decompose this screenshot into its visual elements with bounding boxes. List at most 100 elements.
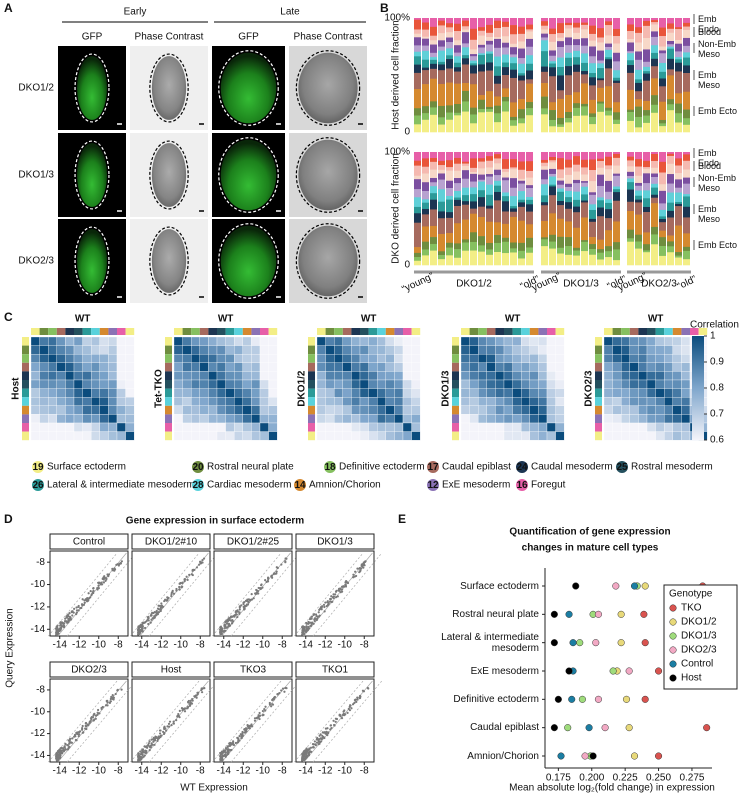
stacked-segment [422, 208, 429, 215]
x-tick-label: -8 [196, 640, 205, 651]
x-tick-label: -8 [278, 640, 287, 651]
heatmap-cell [478, 405, 487, 415]
stacked-segment [651, 187, 658, 196]
heatmap-cell [612, 345, 622, 355]
scatter-cloud [260, 583, 263, 586]
scatter-cloud [219, 752, 222, 755]
scatter-cloud [183, 578, 186, 581]
heatmap-cell [125, 371, 135, 381]
stacked-segment [589, 77, 596, 86]
heatmap-cell [377, 345, 386, 355]
heatmap-cell [546, 414, 556, 424]
stacked-segment [462, 204, 469, 220]
heatmap-cell [65, 336, 75, 346]
stacked-segment [549, 176, 556, 185]
scatter-cloud [155, 611, 158, 614]
heatmap-cell [394, 405, 404, 415]
lineage-label: Blood [698, 161, 722, 171]
stacked-segment [494, 96, 501, 106]
scatter-cloud [172, 592, 176, 595]
stacked-segment [486, 184, 493, 196]
stacked-segment [643, 61, 650, 68]
stacked-segment [597, 63, 604, 69]
heatmap-cell [242, 371, 252, 381]
scatter-cloud [159, 734, 162, 737]
heatmap-cell [82, 345, 92, 355]
heatmap-cell [334, 405, 343, 415]
scatter-cloud [111, 694, 114, 697]
stacked-segment [494, 235, 501, 244]
heatmap-cell [681, 345, 691, 355]
cell-type-strip [165, 345, 172, 355]
scatter-cloud [184, 707, 187, 710]
stacked-segment [446, 160, 453, 168]
heatmap-cell [495, 336, 505, 346]
stacked-segment [494, 169, 501, 176]
stacked-segment [635, 91, 642, 100]
scatter-cloud [188, 573, 191, 576]
stacked-segment [643, 25, 650, 39]
heatmap-cell [555, 379, 565, 389]
heatmap-cell [555, 345, 565, 355]
lineage-label: Non-Emb Meso [698, 39, 737, 59]
heatmap-cell [56, 379, 66, 389]
scatter-cloud [234, 741, 237, 745]
heatmap-cell [108, 405, 118, 415]
scatter-cloud [181, 581, 184, 584]
heatmap-cell [225, 336, 235, 346]
stacked-segment [557, 33, 564, 38]
cell-type-strip [690, 328, 699, 335]
stacked-segment [430, 193, 437, 200]
stacked-segment [494, 122, 501, 133]
stacked-segment [518, 220, 525, 244]
stacked-segment [454, 178, 461, 184]
heatmap-cell [612, 414, 622, 424]
stacked-segment [549, 184, 556, 187]
stacked-segment [605, 191, 612, 200]
stacked-segment [541, 18, 548, 22]
heatmap-cell [655, 379, 665, 389]
heatmap-cell [251, 422, 261, 432]
scatter-cloud [195, 694, 198, 697]
heatmap-row-label: DKO2/3 [584, 370, 595, 407]
scatter-cloud [94, 714, 98, 717]
heatmap-cell [385, 354, 395, 363]
heatmap-cell [359, 422, 369, 432]
stacked-segment [565, 52, 572, 59]
cell-type-strip [647, 328, 656, 335]
group-header: Late [280, 7, 300, 18]
stacked-segment [675, 59, 682, 64]
cell-type-strip [317, 328, 326, 335]
heatmap-cell [108, 414, 118, 424]
heatmap-cell [664, 422, 673, 432]
dot [564, 724, 572, 732]
heatmap-cell [377, 371, 386, 381]
stacked-segment [526, 31, 533, 40]
heatmap-cell [469, 397, 479, 406]
stacked-segment [643, 110, 650, 116]
heatmap-cell [411, 431, 421, 441]
heatmap-cell [664, 362, 673, 372]
scatter-cloud [199, 562, 202, 565]
heatmap-cell [681, 354, 691, 363]
heatmap-cell [82, 388, 92, 398]
scatter-cloud [240, 604, 243, 607]
stacked-segment [683, 37, 690, 47]
scatter-cloud [275, 570, 278, 573]
cell-type-strip [595, 380, 602, 389]
heatmap-cell [664, 431, 673, 441]
heatmap-cell [377, 422, 386, 432]
heatmap-cell [342, 405, 352, 415]
stacked-segment [565, 197, 572, 203]
x-tick-label: -10 [92, 766, 107, 777]
stacked-segment [675, 43, 682, 52]
stacked-segment [510, 57, 517, 64]
stacked-segment [518, 169, 525, 180]
scatter-cloud [189, 701, 192, 704]
x-tick-label: -12 [154, 640, 169, 651]
scatter-cloud [346, 711, 349, 715]
heatmap-cell [325, 354, 335, 363]
heatmap-cell [503, 345, 513, 355]
stacked-segment [667, 18, 674, 24]
stacked-segment [549, 234, 556, 242]
